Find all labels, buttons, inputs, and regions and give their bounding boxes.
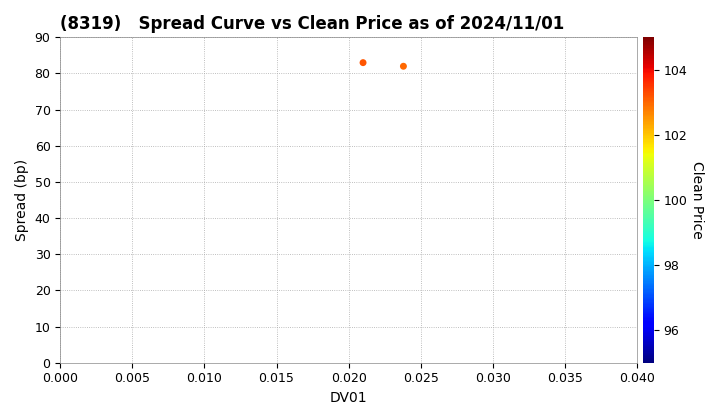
Point xyxy=(397,63,409,70)
Y-axis label: Clean Price: Clean Price xyxy=(690,161,704,239)
Text: (8319)   Spread Curve vs Clean Price as of 2024/11/01: (8319) Spread Curve vs Clean Price as of… xyxy=(60,15,564,33)
Y-axis label: Spread (bp): Spread (bp) xyxy=(15,159,29,241)
X-axis label: DV01: DV01 xyxy=(330,391,367,405)
Point xyxy=(357,59,369,66)
